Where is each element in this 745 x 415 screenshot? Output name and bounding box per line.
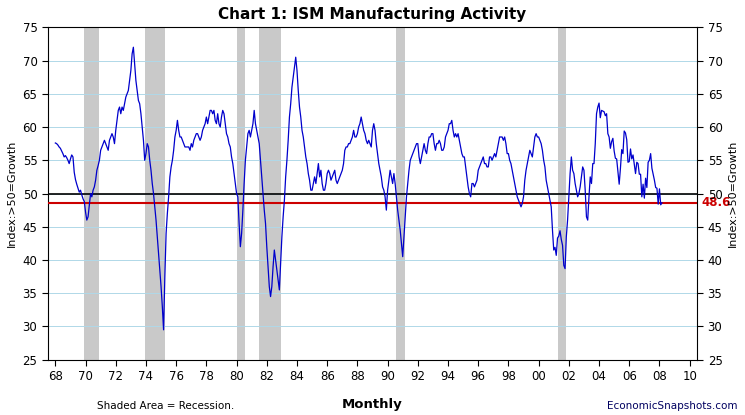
Text: Shaded Area = Recession.: Shaded Area = Recession. bbox=[97, 401, 234, 411]
Text: 48.6: 48.6 bbox=[701, 196, 731, 209]
Title: Chart 1: ISM Manufacturing Activity: Chart 1: ISM Manufacturing Activity bbox=[218, 7, 527, 22]
Bar bbox=[237, 27, 245, 360]
Bar bbox=[84, 27, 99, 360]
Y-axis label: Index:>50=Growth: Index:>50=Growth bbox=[7, 140, 17, 247]
Bar bbox=[259, 27, 281, 360]
Text: Monthly: Monthly bbox=[342, 398, 403, 411]
Bar bbox=[145, 27, 165, 360]
Y-axis label: Index:>50=Growth: Index:>50=Growth bbox=[728, 140, 738, 247]
Bar bbox=[396, 27, 405, 360]
Text: EconomicSnapshots.com: EconomicSnapshots.com bbox=[607, 401, 738, 411]
Bar bbox=[557, 27, 566, 360]
